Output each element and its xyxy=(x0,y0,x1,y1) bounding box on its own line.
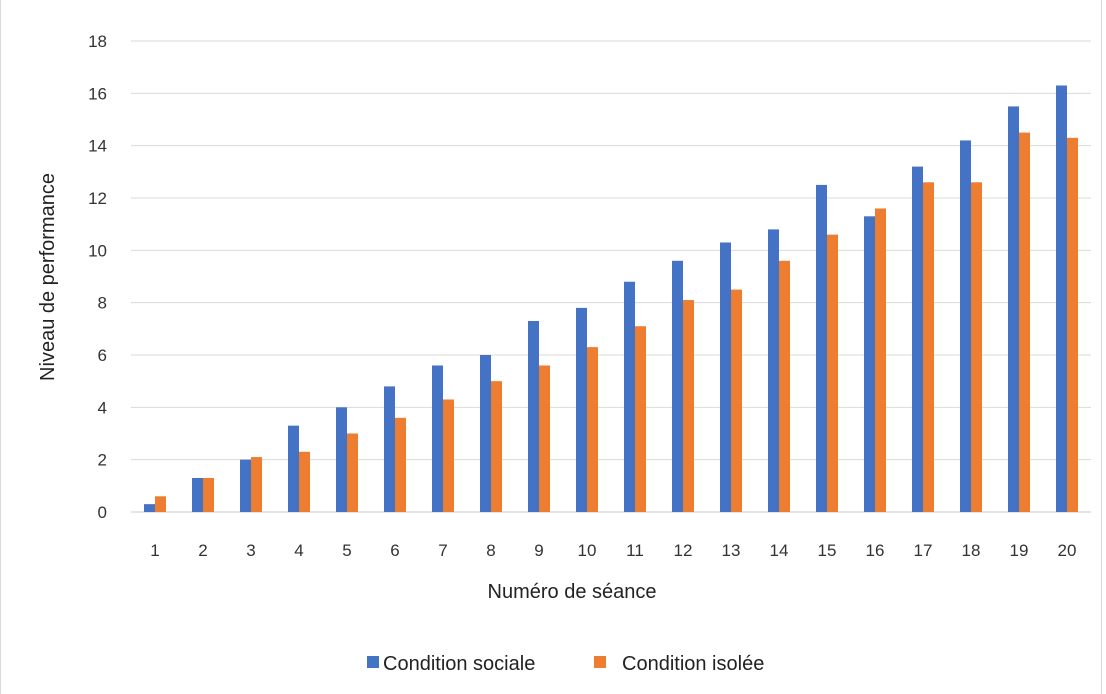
y-tick-label: 8 xyxy=(98,294,107,313)
y-tick-label: 14 xyxy=(88,137,107,156)
x-tick-label: 14 xyxy=(770,541,789,560)
x-axis-ticks: 1 2 3 4 5 6 7 8 9 10 11 12 13 14 15 16 17 18 19 20 xyxy=(150,541,1076,560)
bar-condition-sociale-5 xyxy=(336,407,347,512)
legend: Condition sociale Condition isolée xyxy=(367,653,764,675)
y-tick-label: 12 xyxy=(88,189,107,208)
legend-label-condition-sociale: Condition sociale xyxy=(383,653,535,675)
x-tick-label: 6 xyxy=(390,541,399,560)
x-tick-label: 1 xyxy=(150,541,159,560)
bar-condition-isolee-2 xyxy=(203,477,214,512)
bar-condition-sociale-7 xyxy=(432,365,443,512)
x-tick-label: 17 xyxy=(914,541,933,560)
y-tick-label: 4 xyxy=(98,398,107,417)
bar-condition-isolee-9 xyxy=(539,365,550,512)
bar-condition-sociale-15 xyxy=(816,184,827,512)
bar-condition-sociale-10 xyxy=(576,307,587,512)
bar-condition-sociale-20 xyxy=(1056,85,1067,512)
y-tick-label: 0 xyxy=(98,503,107,522)
bar-condition-isolee-14 xyxy=(779,260,790,512)
bar-condition-sociale-8 xyxy=(480,355,491,512)
bar-condition-isolee-1 xyxy=(155,496,166,512)
bar-condition-isolee-15 xyxy=(827,234,838,512)
x-tick-label: 12 xyxy=(674,541,693,560)
bar-condition-isolee-16 xyxy=(875,208,886,512)
bar-condition-isolee-17 xyxy=(923,182,934,513)
bar-condition-isolee-11 xyxy=(635,326,646,512)
bar-condition-sociale-11 xyxy=(624,281,635,512)
x-tick-label: 15 xyxy=(818,541,837,560)
x-tick-label: 16 xyxy=(866,541,885,560)
y-tick-label: 6 xyxy=(98,346,107,365)
y-tick-label: 10 xyxy=(88,241,107,260)
y-axis-ticks: 0 2 4 6 8 10 12 14 16 18 xyxy=(88,32,107,522)
x-tick-label: 18 xyxy=(962,541,981,560)
bar-condition-isolee-19 xyxy=(1019,132,1030,513)
x-tick-label: 4 xyxy=(294,541,303,560)
bar-condition-sociale-6 xyxy=(384,386,395,512)
bar-condition-isolee-10 xyxy=(587,347,598,512)
bar-condition-sociale-2 xyxy=(192,477,203,512)
bar-condition-sociale-1 xyxy=(144,504,155,512)
x-tick-label: 3 xyxy=(246,541,255,560)
y-tick-label: 2 xyxy=(98,451,107,470)
x-tick-label: 7 xyxy=(438,541,447,560)
y-axis-title: Niveau de performance xyxy=(37,173,59,381)
bar-condition-sociale-13 xyxy=(720,242,731,512)
bar-condition-isolee-6 xyxy=(395,417,406,512)
bar-condition-isolee-3 xyxy=(251,457,262,512)
bar-condition-sociale-9 xyxy=(528,320,539,512)
legend-swatch-condition-isolee xyxy=(594,656,606,668)
bar-condition-sociale-12 xyxy=(672,260,683,512)
x-tick-label: 19 xyxy=(1010,541,1029,560)
bar-condition-isolee-20 xyxy=(1067,137,1078,513)
bar-condition-sociale-18 xyxy=(960,140,971,512)
x-tick-label: 8 xyxy=(486,541,495,560)
bars xyxy=(144,85,1078,513)
bar-condition-sociale-19 xyxy=(1008,106,1019,513)
legend-label-condition-isolee: Condition isolée xyxy=(622,653,764,675)
x-tick-label: 13 xyxy=(722,541,741,560)
y-tick-label: 16 xyxy=(88,84,107,103)
x-tick-label: 9 xyxy=(534,541,543,560)
x-axis-title: Numéro de séance xyxy=(488,581,657,603)
bar-condition-sociale-14 xyxy=(768,229,779,512)
bar-condition-isolee-12 xyxy=(683,300,694,512)
gridlines xyxy=(131,40,1091,513)
bar-condition-sociale-3 xyxy=(240,459,251,512)
x-tick-label: 2 xyxy=(198,541,207,560)
bar-condition-isolee-5 xyxy=(347,433,358,512)
bar-condition-isolee-8 xyxy=(491,381,502,512)
legend-swatch-condition-sociale xyxy=(367,656,379,668)
bar-condition-isolee-13 xyxy=(731,289,742,512)
bar-condition-sociale-4 xyxy=(288,425,299,512)
bar-condition-sociale-16 xyxy=(864,216,875,513)
bar-condition-isolee-7 xyxy=(443,399,454,512)
x-tick-label: 11 xyxy=(626,541,644,560)
bar-condition-isolee-4 xyxy=(299,451,310,512)
x-tick-label: 5 xyxy=(342,541,351,560)
y-tick-label: 18 xyxy=(88,32,107,51)
x-tick-label: 10 xyxy=(578,541,597,560)
x-tick-label: 20 xyxy=(1058,541,1077,560)
bar-condition-sociale-17 xyxy=(912,166,923,512)
bar-condition-isolee-18 xyxy=(971,182,982,513)
